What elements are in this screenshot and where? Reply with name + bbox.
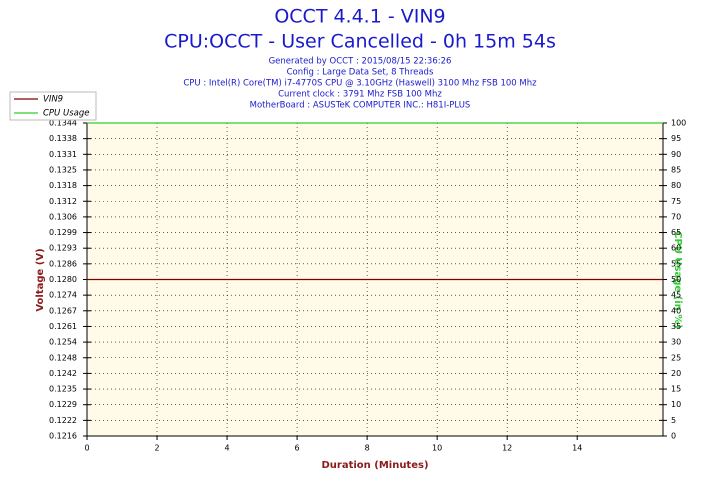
y-tick-label: 0.1261: [49, 322, 77, 331]
y-tick-label: 0.1229: [49, 400, 77, 409]
y-tick-label: 0.1248: [49, 353, 77, 362]
x-tick-label: 12: [502, 444, 512, 453]
y2-tick-label: 65: [671, 228, 681, 237]
y2-tick-label: 60: [671, 244, 681, 253]
y-tick-label: 0.1235: [49, 385, 77, 394]
y2-tick-label: 70: [671, 212, 681, 221]
x-tick-label: 10: [432, 444, 442, 453]
x-tick-label: 0: [84, 444, 89, 453]
x-tick-label: 2: [154, 444, 159, 453]
x-tick-label: 6: [295, 444, 300, 453]
y-axis-label: Voltage (V): [35, 248, 46, 311]
info-line: MotherBoard : ASUSTeK COMPUTER INC.: H81…: [250, 101, 471, 111]
y2-tick-label: 100: [671, 119, 686, 128]
legend-label: CPU Usage: [43, 109, 89, 119]
y2-tick-label: 30: [671, 338, 681, 347]
y-tick-label: 0.1325: [49, 165, 77, 174]
y2-tick-label: 95: [671, 134, 681, 143]
y-tick-label: 0.1344: [49, 119, 77, 128]
info-line: Generated by OCCT : 2015/08/15 22:36:26: [269, 57, 452, 67]
y2-axis-label: CPU Usage (in %): [672, 231, 683, 329]
y-tick-label: 0.1274: [49, 291, 77, 300]
legend-box: [9, 91, 97, 121]
x-axis-label: Duration (Minutes): [321, 460, 428, 471]
info-line: Config : Large Data Set, 8 Threads: [287, 68, 434, 78]
y-tick-label: 0.1293: [49, 244, 77, 253]
y2-tick-label: 75: [671, 197, 681, 206]
y-tick-label: 0.1312: [49, 197, 77, 206]
y2-tick-label: 50: [671, 275, 681, 284]
y-tick-label: 0.1216: [49, 432, 77, 441]
y-tick-label: 0.1222: [49, 416, 77, 425]
info-line: Current clock : 3791 Mhz FSB 100 Mhz: [278, 90, 442, 100]
chart-subtitle: CPU:OCCT - User Cancelled - 0h 15m 54s: [164, 31, 556, 53]
y2-tick-label: 80: [671, 181, 681, 190]
y-tick-label: 0.1318: [49, 181, 77, 190]
y2-tick-label: 35: [671, 322, 681, 331]
x-tick-label: 14: [572, 444, 582, 453]
y-tick-label: 0.1299: [49, 228, 77, 237]
y-tick-label: 0.1254: [49, 338, 77, 347]
y2-tick-label: 15: [671, 385, 681, 394]
y-tick-label: 0.1242: [49, 369, 77, 378]
x-tick-label: 8: [365, 444, 370, 453]
y2-tick-label: 0: [671, 432, 676, 441]
info-line: CPU : Intel(R) Core(TM) i7-4770S CPU @ 3…: [183, 79, 537, 89]
y-tick-label: 0.1280: [49, 275, 77, 284]
y2-tick-label: 55: [671, 259, 681, 268]
y2-tick-label: 40: [671, 306, 681, 315]
y2-tick-label: 5: [671, 416, 676, 425]
y-tick-label: 0.1267: [49, 306, 77, 315]
y2-tick-label: 25: [671, 353, 681, 362]
y-tick-label: 0.1331: [49, 150, 77, 159]
legend-label: VIN9: [43, 95, 63, 105]
y2-tick-label: 10: [671, 400, 681, 409]
y2-tick-label: 45: [671, 291, 681, 300]
y2-tick-label: 85: [671, 165, 681, 174]
y-tick-label: 0.1286: [49, 259, 77, 268]
y2-tick-label: 90: [671, 150, 681, 159]
chart-title: OCCT 4.4.1 - VIN9: [274, 6, 445, 28]
x-tick-label: 4: [225, 444, 230, 453]
y2-tick-label: 20: [671, 369, 681, 378]
y-tick-label: 0.1338: [49, 134, 77, 143]
y-tick-label: 0.1306: [49, 212, 77, 221]
